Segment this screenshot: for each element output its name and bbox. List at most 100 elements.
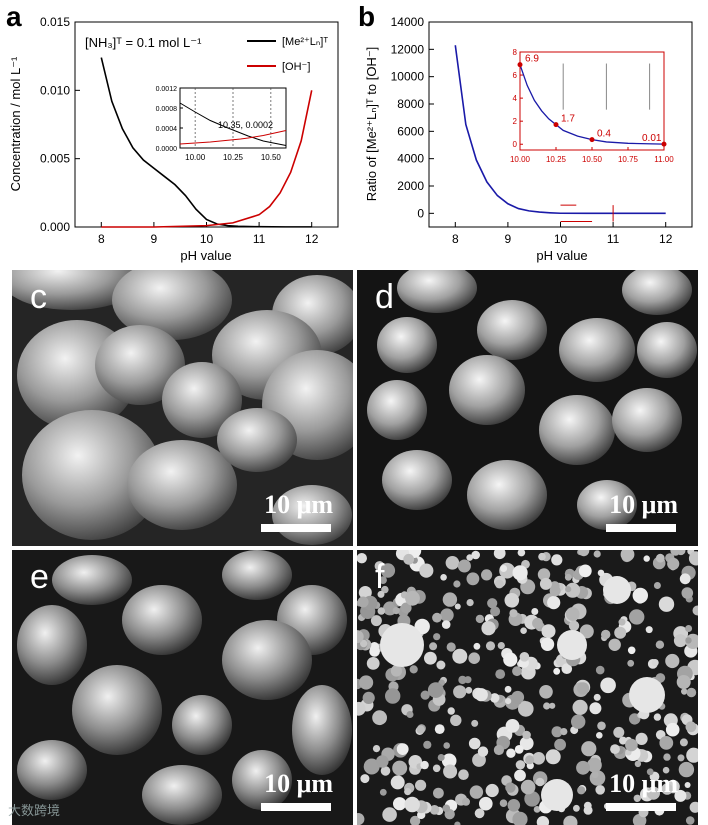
sem-particle xyxy=(549,581,560,591)
sem-agglomerate xyxy=(557,630,587,660)
sem-particle xyxy=(423,740,432,749)
sem-particle xyxy=(595,665,605,675)
sem-particle xyxy=(505,698,512,705)
y-tick-label-b: 4000 xyxy=(397,152,424,166)
sem-particle xyxy=(553,667,561,675)
sem-image-c: c 10 μm xyxy=(12,270,353,546)
sem-particle xyxy=(380,766,391,776)
sem-particle xyxy=(596,732,603,739)
sem-particle xyxy=(583,805,593,815)
sem-particle xyxy=(688,551,698,566)
inset-x-tick-label-b: 10.75 xyxy=(618,155,639,164)
sem-particle xyxy=(646,786,660,800)
sem-particle xyxy=(481,569,493,581)
sem-particle xyxy=(442,592,458,607)
inset-frame-b xyxy=(519,51,665,151)
sem-particle xyxy=(424,651,437,665)
inset-annotation-a: 10.35, 0.0002 xyxy=(218,120,273,130)
sem-particle xyxy=(512,666,522,677)
panel-label-e: e xyxy=(30,558,49,596)
sem-particle xyxy=(454,603,461,610)
sem-particle xyxy=(545,749,561,765)
sem-particle xyxy=(464,676,472,684)
sem-particle xyxy=(458,769,469,780)
sem-particle xyxy=(487,598,498,609)
ylabel-a: Concentration / mol L⁻¹ xyxy=(8,56,23,191)
sem-particle xyxy=(665,722,680,737)
sem-particle xyxy=(457,559,471,573)
sem-particle xyxy=(539,685,553,699)
sem-particle xyxy=(627,659,635,667)
sem-particle xyxy=(376,755,389,768)
sem-particle xyxy=(667,557,680,570)
sem-particle xyxy=(655,640,665,649)
sem-particle xyxy=(466,572,480,586)
sem-particles-f xyxy=(357,550,698,825)
sem-particle xyxy=(379,576,387,584)
sem-particle xyxy=(531,608,539,615)
sem-particle xyxy=(471,550,480,560)
sem-particle xyxy=(490,606,501,617)
sem-particle xyxy=(420,690,430,700)
sem-particle xyxy=(551,554,563,566)
sem-particle xyxy=(443,764,458,779)
sem-particle xyxy=(485,641,496,651)
sem-particle xyxy=(549,702,556,709)
inset-x-tick-label-a: 10.25 xyxy=(223,153,244,162)
sem-particle xyxy=(359,675,374,690)
axis-ticks-a: 8 9 10 11 12 0.000 0.005 0.010 0.015 xyxy=(40,15,319,246)
sem-particle xyxy=(651,659,659,667)
sem-particle xyxy=(357,596,369,608)
sem-particle xyxy=(454,821,461,825)
sem-particle xyxy=(447,707,455,715)
x-tick-label-b: 10 xyxy=(554,232,568,246)
sem-particle xyxy=(446,642,456,652)
inset-data-label: 0.01 xyxy=(642,133,662,144)
y-tick-label-a: 0.015 xyxy=(40,15,70,29)
sem-particle xyxy=(450,714,462,726)
sem-particle xyxy=(520,627,527,634)
sem-particles-d xyxy=(357,270,698,546)
x-tick-label-a: 9 xyxy=(151,232,158,246)
sem-particle xyxy=(453,580,461,588)
sem-particle xyxy=(608,638,621,651)
sem-particles-e xyxy=(12,550,353,825)
sem-particle xyxy=(572,699,588,715)
sem-particle xyxy=(643,555,650,562)
legend-label-oh: [OH⁻] xyxy=(282,61,310,73)
sem-particle xyxy=(432,764,441,773)
y-tick-label-b: 14000 xyxy=(391,15,425,29)
inset-x-tick-label-a: 10.00 xyxy=(185,153,206,162)
sem-particle xyxy=(685,637,692,644)
sem-particle xyxy=(625,738,638,752)
inset-x-tick-label-b: 10.00 xyxy=(510,155,531,164)
sem-particle xyxy=(515,760,526,770)
inset-data-marker xyxy=(553,122,559,128)
sem-particle xyxy=(685,721,697,733)
sem-particle xyxy=(429,805,440,815)
sem-image-d: d 10 μm xyxy=(357,270,698,546)
inset-x-tick-label-b: 10.25 xyxy=(546,155,567,164)
sem-agglomerate xyxy=(541,779,573,811)
sem-particle xyxy=(653,582,661,589)
sem-particle xyxy=(366,657,380,670)
x-tick-label-a: 8 xyxy=(98,232,105,246)
legend-a: [Me²⁺Lₙ]ᵀ [OH⁻] xyxy=(247,36,328,73)
sem-particle xyxy=(509,609,518,618)
sem-particle xyxy=(466,599,474,607)
sem-particle xyxy=(485,783,499,798)
y-tick-label-a: 0.010 xyxy=(40,83,70,97)
x-tick-label-b: 12 xyxy=(659,232,673,246)
sem-particle xyxy=(477,746,489,757)
sem-particle xyxy=(462,797,470,806)
sem-particle xyxy=(404,796,420,813)
sem-particle xyxy=(357,630,364,644)
sem-particle xyxy=(543,702,551,710)
sem-particle xyxy=(370,615,382,627)
sem-particle xyxy=(593,550,601,558)
inset-y-tick-label-a: 0.0012 xyxy=(156,86,178,93)
series-line-a-0 xyxy=(100,57,312,228)
sem-particle xyxy=(500,565,508,572)
sem-particle xyxy=(393,797,407,811)
sem-particle xyxy=(392,607,400,615)
